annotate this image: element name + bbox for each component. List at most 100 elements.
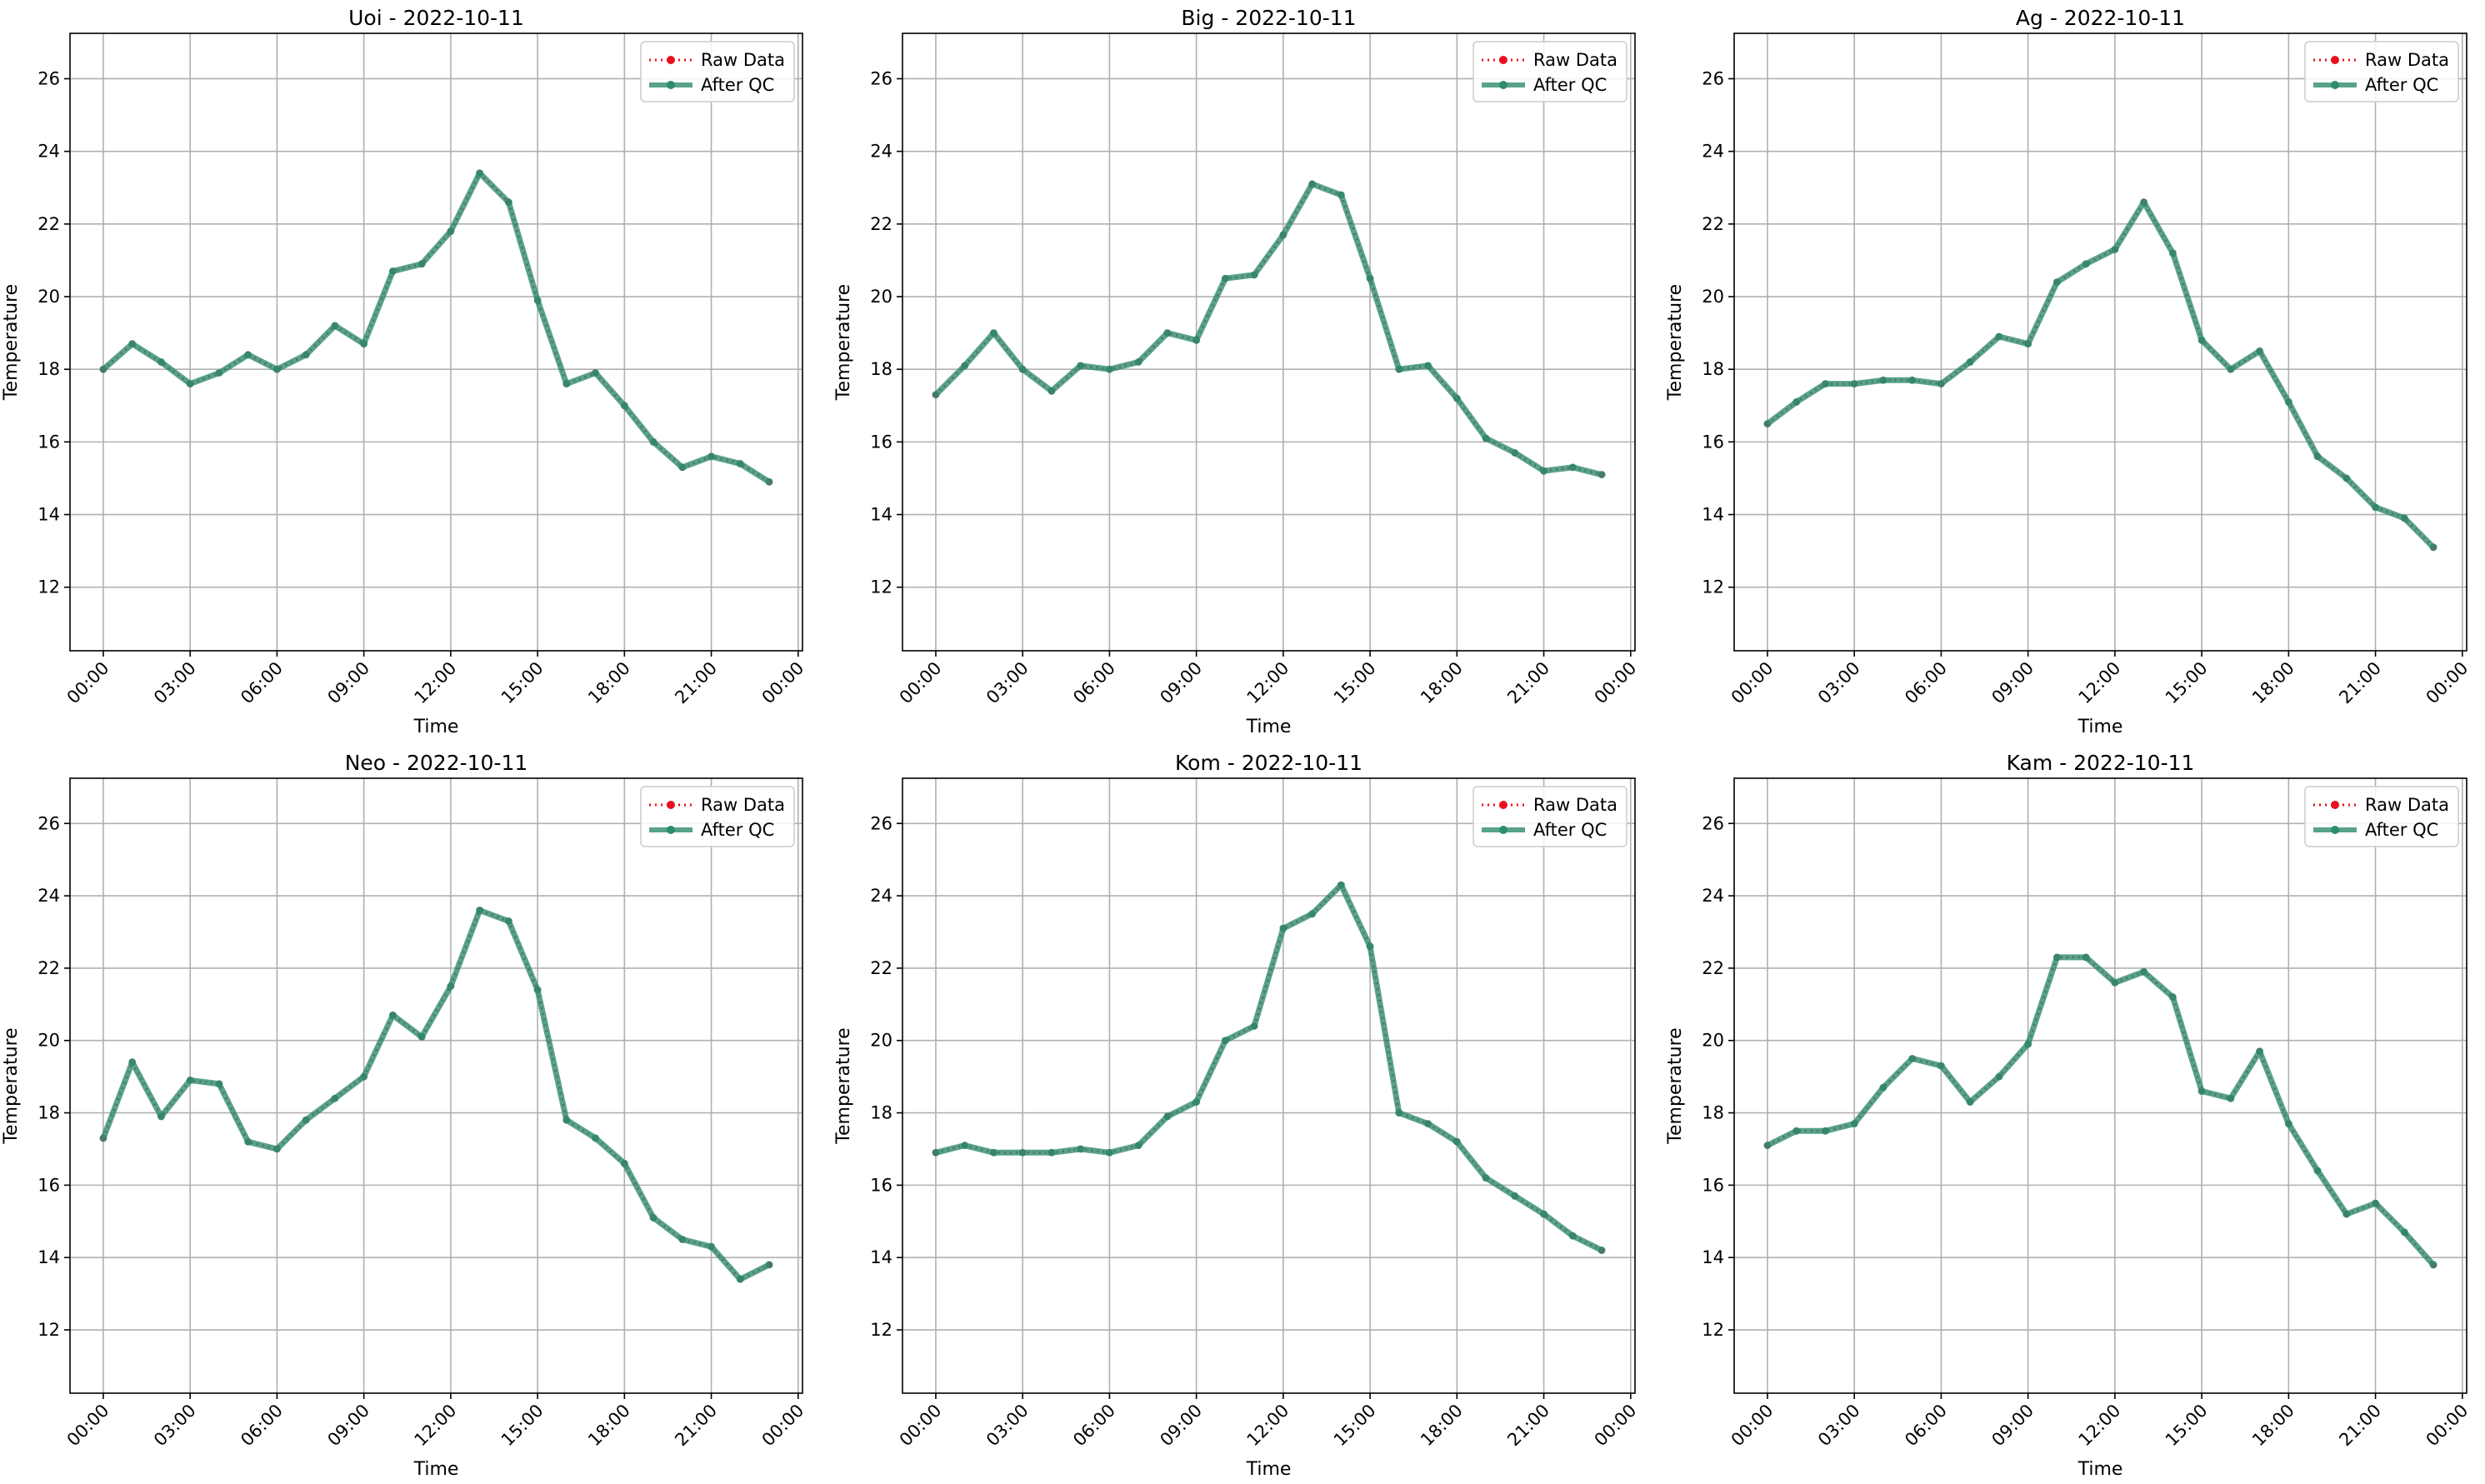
after-qc-line	[100, 907, 771, 1282]
legend: Raw Data After QC	[1472, 41, 1628, 102]
after-qc-point	[1879, 1083, 1888, 1092]
after-qc-point	[99, 1134, 108, 1142]
y-tick-label: 22	[870, 958, 892, 978]
after-qc-point	[649, 1213, 658, 1222]
after-qc-point	[1821, 380, 1829, 388]
after-qc-point	[562, 1116, 571, 1124]
after-qc-point	[215, 369, 223, 377]
y-tick-label: 12	[38, 1320, 60, 1340]
y-tick-label: 26	[38, 68, 60, 88]
chart-title: Big - 2022-10-11	[1181, 6, 1356, 30]
x-tick-label: 21:00	[1503, 1401, 1553, 1451]
after-qc-point	[736, 1275, 744, 1283]
y-tick-label: 12	[870, 1320, 892, 1340]
y-tick-label: 24	[38, 142, 60, 162]
after-qc-point	[961, 362, 969, 370]
x-tick-label: 06:00	[1069, 1401, 1119, 1451]
y-tick-label: 20	[1702, 1031, 1724, 1051]
x-tick-label: 12:00	[2075, 1401, 2125, 1451]
legend-qc-marker	[667, 826, 675, 834]
after-qc-point	[1995, 332, 2003, 341]
legend-qc-marker	[2331, 826, 2339, 834]
y-tick-label: 16	[870, 1175, 892, 1195]
x-tick-label: 15:00	[1330, 1401, 1380, 1451]
y-tick-label: 16	[870, 432, 892, 452]
after-qc-point	[1763, 420, 1772, 428]
after-qc-point	[2024, 1040, 2032, 1048]
legend-qc-label: After QC	[701, 820, 774, 840]
after-qc-point	[2256, 1047, 2264, 1056]
x-tick-label: 00:00	[1591, 1401, 1641, 1451]
x-tick-label: 00:00	[63, 1401, 113, 1451]
x-tick-label: 09:00	[323, 658, 373, 708]
x-tick-label: 15:00	[498, 658, 548, 708]
after-qc-point	[1908, 1054, 1917, 1062]
y-tick-label: 20	[1702, 287, 1724, 307]
y-tick-label: 24	[1702, 886, 1724, 906]
x-tick-label: 18:00	[1417, 658, 1467, 708]
plot-frame	[1733, 777, 2468, 1394]
x-tick-label: 06:00	[1069, 658, 1119, 708]
x-tick-label: 00:00	[896, 658, 946, 708]
x-tick-label: 21:00	[1503, 658, 1553, 708]
after-qc-point	[272, 365, 281, 373]
after-qc-point	[1279, 231, 1288, 239]
after-qc-point	[1250, 1022, 1258, 1030]
x-tick-label: 18:00	[1417, 1401, 1467, 1451]
after-qc-point	[1568, 1232, 1577, 1240]
legend-qc-marker	[667, 81, 675, 89]
after-qc-point	[1077, 362, 1085, 370]
y-tick-label: 18	[1702, 1103, 1724, 1123]
legend: Raw Data After QC	[2304, 41, 2459, 102]
y-axis-label: Temperature	[833, 284, 854, 401]
after-qc-point	[1850, 380, 1858, 388]
after-qc-line	[1765, 199, 2436, 550]
x-tick-label: 00:00	[758, 1401, 808, 1451]
after-qc-point	[1966, 357, 1974, 366]
y-tick-label: 14	[870, 1247, 892, 1267]
after-qc-point	[1792, 1127, 1801, 1135]
after-qc-point	[961, 1142, 969, 1150]
chart-panel: 00:00 03:00 06:00 09:00 12:00 15:00 18:00 21:00…	[1, 751, 808, 1480]
chart-panel: 00:00 03:00 06:00 09:00 12:00 15:00 18:00 21:00…	[833, 6, 1640, 737]
legend-raw-marker	[1499, 801, 1508, 809]
after-qc-point	[1308, 910, 1317, 918]
after-qc-point	[2082, 953, 2090, 962]
y-tick-label: 22	[1702, 958, 1724, 978]
y-axis-label: Temperature	[1665, 284, 1686, 401]
after-qc-point	[2342, 474, 2351, 482]
legend-qc-marker	[2331, 81, 2339, 89]
after-qc-point	[989, 329, 998, 337]
after-qc-point	[2284, 397, 2292, 406]
legend-raw-marker	[667, 56, 675, 64]
chart-title: Neo - 2022-10-11	[345, 751, 528, 775]
after-qc-point	[765, 477, 773, 486]
y-axis-label: Temperature	[833, 1027, 854, 1144]
after-qc-point	[1821, 1127, 1829, 1135]
after-qc-point	[418, 260, 426, 268]
x-tick-label: 00:00	[2422, 1401, 2472, 1451]
after-qc-point	[418, 1032, 426, 1041]
after-qc-point	[1192, 1098, 1201, 1107]
after-qc-line	[933, 181, 1602, 477]
after-qc-point	[1937, 1062, 1945, 1070]
after-qc-point	[2111, 245, 2119, 253]
x-tick-label: 00:00	[63, 658, 113, 708]
after-qc-point	[331, 322, 339, 330]
legend: Raw Data After QC	[2304, 786, 2459, 847]
after-qc-line	[935, 882, 1603, 1253]
after-qc-line	[1766, 954, 2436, 1267]
x-tick-label: 15:00	[498, 1401, 548, 1451]
after-qc-point	[1048, 1148, 1056, 1157]
x-tick-label: 09:00	[1156, 658, 1206, 708]
legend-raw-label: Raw Data	[2365, 50, 2449, 70]
y-tick-label: 18	[1702, 359, 1724, 379]
after-qc-point	[649, 437, 658, 446]
after-qc-point	[1279, 924, 1288, 932]
x-axis-label: Time	[413, 717, 459, 737]
after-qc-point	[533, 296, 542, 304]
x-tick-label: 21:00	[671, 658, 721, 708]
after-qc-point	[765, 1261, 773, 1269]
after-qc-point	[157, 1112, 165, 1121]
